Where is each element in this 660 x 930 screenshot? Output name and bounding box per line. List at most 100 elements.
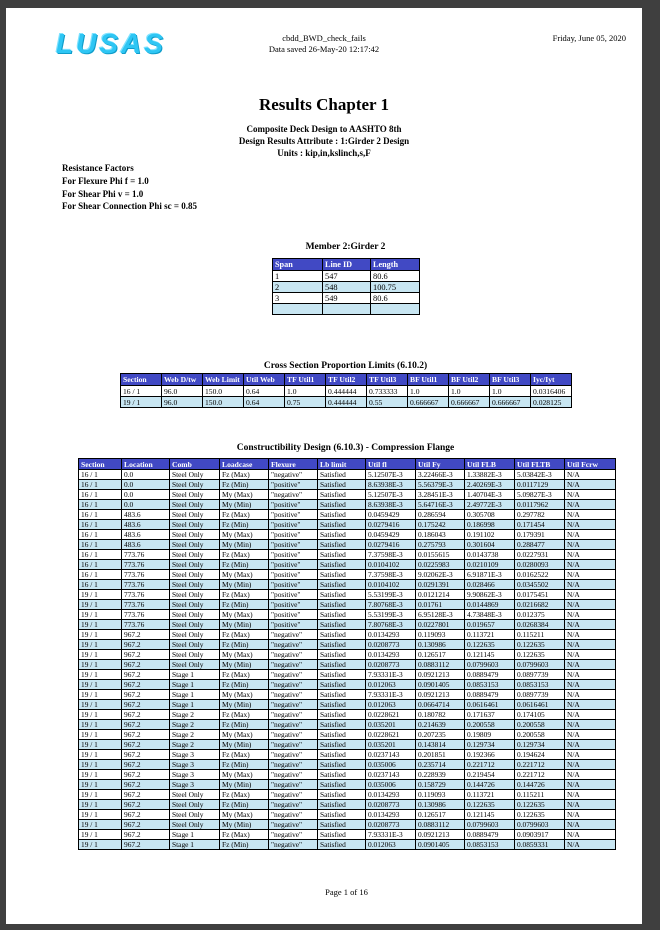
table-cell: "negative"	[268, 819, 318, 830]
table-cell: Satisfied	[317, 659, 366, 670]
table-cell: 3.28451E-3	[415, 489, 465, 500]
table-cell: 0.180782	[415, 709, 465, 720]
table-cell: My (Min)	[219, 539, 269, 550]
table-cell: Steel Only	[169, 569, 220, 580]
table-cell: 19 / 1	[78, 729, 122, 740]
table-cell: 0.012063	[365, 839, 416, 850]
table-cell: N/A	[564, 729, 616, 740]
table-row: 1 547 80.6	[272, 270, 420, 282]
table-cell: 967.2	[121, 719, 170, 730]
column-header: Util fl	[365, 458, 416, 470]
data-table: Section Web D/tw Web Limit Util Web TF Util1…	[120, 373, 572, 408]
table-cell: 0.0616461	[514, 699, 565, 710]
table-cell: 0.121145	[464, 809, 515, 820]
table-cell: Fz (Min)	[219, 719, 269, 730]
table-cell: My (Max)	[219, 529, 269, 540]
table-cell: 967.2	[121, 789, 170, 800]
table-cell: 19 / 1	[120, 396, 162, 408]
table-cell: 967.2	[121, 669, 170, 680]
table-cell: 0.666667	[407, 396, 449, 408]
table-cell: 5.64716E-3	[415, 499, 465, 510]
table-cell: 0.214639	[415, 719, 465, 730]
table-cell: 967.2	[121, 679, 170, 690]
table-row: 16 / 1 96.0 150.0 0.64 1.0 0.444444 0.733333 1.…	[120, 385, 572, 397]
cross-section-table-title: Cross Section Proportion Limits (6.10.2)	[263, 361, 428, 371]
table-row: 16 / 1 483.6 Steel Only My (Min) "positive" S…	[78, 539, 616, 550]
table-cell: 0.113721	[464, 789, 515, 800]
table-cell: Satisfied	[317, 779, 366, 790]
table-cell: N/A	[564, 799, 616, 810]
table-cell: 0.0117129	[514, 479, 565, 490]
table-row: 16 / 1 0.0 Steel Only My (Max) "negative" Sat…	[78, 489, 616, 500]
table-cell: 967.2	[121, 839, 170, 850]
table-cell: 5.53199E-3	[365, 609, 416, 620]
table-cell: My (Min)	[219, 619, 269, 630]
table-cell: "positive"	[268, 519, 318, 530]
table-cell: 0.666667	[489, 396, 531, 408]
table-cell: N/A	[564, 689, 616, 700]
table-cell: 19 / 1	[78, 829, 122, 840]
table-cell: 19 / 1	[78, 659, 122, 670]
table-row: 19 / 1 967.2 Stage 1 My (Min) "negative" Sati…	[78, 699, 616, 710]
table-cell: "negative"	[268, 769, 318, 780]
table-cell: 150.0	[202, 396, 244, 408]
table-cell: 483.6	[121, 529, 170, 540]
table-cell: 773.76	[121, 599, 170, 610]
table-cell: 0.171637	[464, 709, 515, 720]
table-cell: N/A	[564, 679, 616, 690]
table-cell: 967.2	[121, 769, 170, 780]
table-cell: 0.0121214	[415, 589, 465, 600]
table-cell: Satisfied	[317, 649, 366, 660]
table-cell: Satisfied	[317, 769, 366, 780]
column-header: Comb	[169, 458, 220, 470]
table-cell: 0.301604	[464, 539, 515, 550]
table-cell: 2.49772E-3	[464, 499, 515, 510]
table-cell: 0.0799603	[464, 819, 515, 830]
table-cell: 0.186998	[464, 519, 515, 530]
table-cell: Steel Only	[169, 579, 220, 590]
table-cell: 0.0279416	[365, 519, 416, 530]
table-cell: 19 / 1	[78, 769, 122, 780]
table-row: 19 / 1 773.76 Steel Only Fz (Min) "positive"…	[78, 599, 616, 610]
table-cell: 0.228939	[415, 769, 465, 780]
table-cell: 0.64	[243, 396, 285, 408]
table-cell: 19 / 1	[78, 719, 122, 730]
table-cell: "negative"	[268, 739, 318, 750]
table-cell: 8.63938E-3	[365, 499, 416, 510]
resistance-factors-heading: Resistance Factors	[62, 163, 134, 173]
table-cell: Steel Only	[169, 559, 220, 570]
print-date: Friday, June 05, 2020	[552, 33, 626, 43]
table-cell: Stage 1	[169, 829, 220, 840]
table-cell: 967.2	[121, 799, 170, 810]
table-cell: 0.01761	[415, 599, 465, 610]
table-cell: Fz (Min)	[219, 559, 269, 570]
table-cell: 0.288477	[514, 539, 565, 550]
table-cell: 19 / 1	[78, 649, 122, 660]
table-cell: Fz (Max)	[219, 829, 269, 840]
table-cell: 0.0889479	[464, 669, 515, 680]
table-cell: Satisfied	[317, 789, 366, 800]
table-cell: Fz (Max)	[219, 509, 269, 520]
table-cell: 0.119093	[415, 629, 465, 640]
table-cell: Steel Only	[169, 529, 220, 540]
table-cell: N/A	[564, 709, 616, 720]
table-cell: "positive"	[268, 619, 318, 630]
column-header: Util FLB	[464, 458, 515, 470]
table-cell: 0.0901405	[415, 679, 465, 690]
table-cell: "negative"	[268, 759, 318, 770]
table-row: 19 / 1 773.76 Steel Only My (Max) "positive"…	[78, 609, 616, 620]
table-cell: N/A	[564, 749, 616, 760]
table-cell: 0.0616461	[464, 699, 515, 710]
table-cell: Satisfied	[317, 609, 366, 620]
table-cell: Stage 3	[169, 749, 220, 760]
table-cell: 150.0	[202, 385, 244, 397]
table-cell: 0.0921213	[415, 829, 465, 840]
table-cell: 19 / 1	[78, 629, 122, 640]
table-cell: 1.40704E-3	[464, 489, 515, 500]
table-cell: Fz (Max)	[219, 749, 269, 760]
table-cell: "negative"	[268, 689, 318, 700]
table-cell: "positive"	[268, 499, 318, 510]
table-cell: 0.0144869	[464, 599, 515, 610]
table-cell: 0.666667	[448, 396, 490, 408]
table-cell: 0.219454	[464, 769, 515, 780]
